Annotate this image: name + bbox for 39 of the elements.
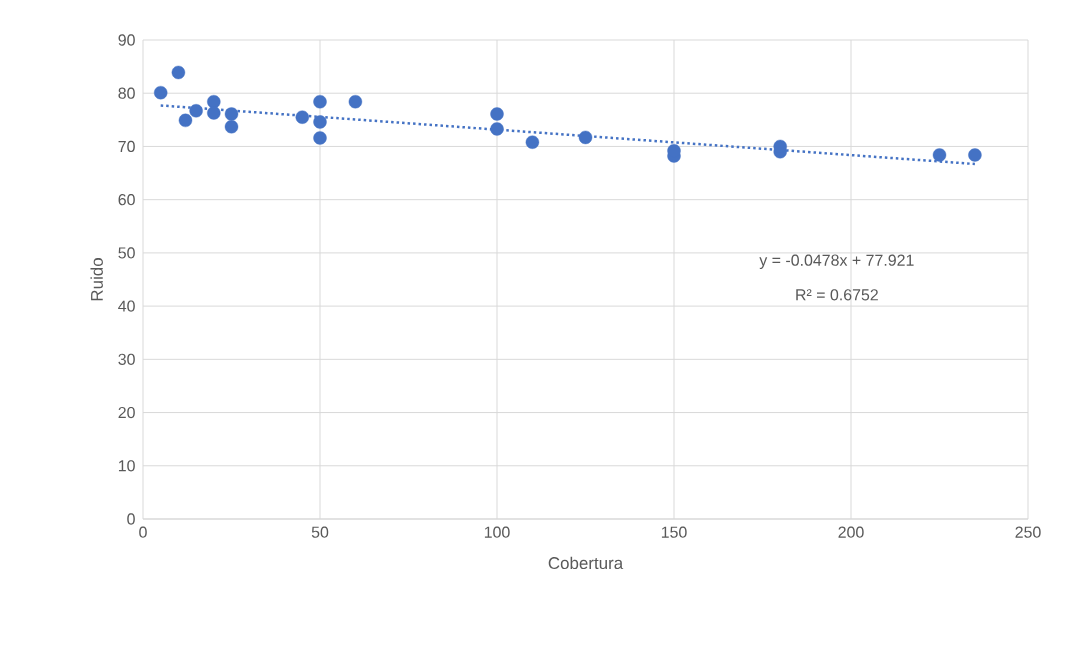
point: [207, 95, 221, 109]
point: [490, 107, 504, 121]
annotation: R² = 0.6752: [796, 289, 878, 301]
point: [224, 120, 239, 134]
x-tick-label: 250: [1015, 526, 1041, 538]
x-tick-label: 150: [661, 526, 687, 538]
x-tick-label: 100: [484, 526, 510, 538]
annotation: y = -0.0478x + 77.921: [759, 254, 914, 269]
y-tick-label: 60: [118, 194, 135, 206]
point: [348, 95, 363, 109]
point: [968, 148, 982, 162]
y-tick-label: 30: [118, 353, 135, 365]
point: [932, 148, 947, 162]
point: [295, 110, 309, 124]
y-tick-label: 0: [127, 513, 135, 525]
y-tick-label: 50: [118, 247, 135, 259]
x-tick-label: 200: [838, 526, 864, 538]
point: [313, 95, 327, 109]
y-tick-label: 20: [118, 406, 135, 419]
x-tick-label: 0: [139, 526, 147, 538]
point: [313, 131, 327, 145]
point: [207, 106, 221, 120]
point: [224, 107, 239, 121]
point: [525, 135, 540, 149]
point: [178, 113, 193, 128]
x-axis-title: Cobertura: [548, 556, 624, 570]
point: [578, 130, 593, 145]
y-tick-label: 40: [118, 300, 135, 312]
point: [154, 85, 168, 100]
point: [313, 115, 327, 129]
y-tick-label: 80: [118, 87, 135, 99]
point: [171, 65, 186, 80]
x-tick-label: 50: [311, 526, 329, 538]
y-tick-label: 10: [118, 460, 135, 472]
y-axis-title: Ruido: [90, 258, 103, 301]
y-tick-label: 90: [118, 34, 135, 46]
point: [189, 104, 203, 118]
y-tick-label: 70: [118, 140, 135, 153]
point: [490, 122, 504, 136]
